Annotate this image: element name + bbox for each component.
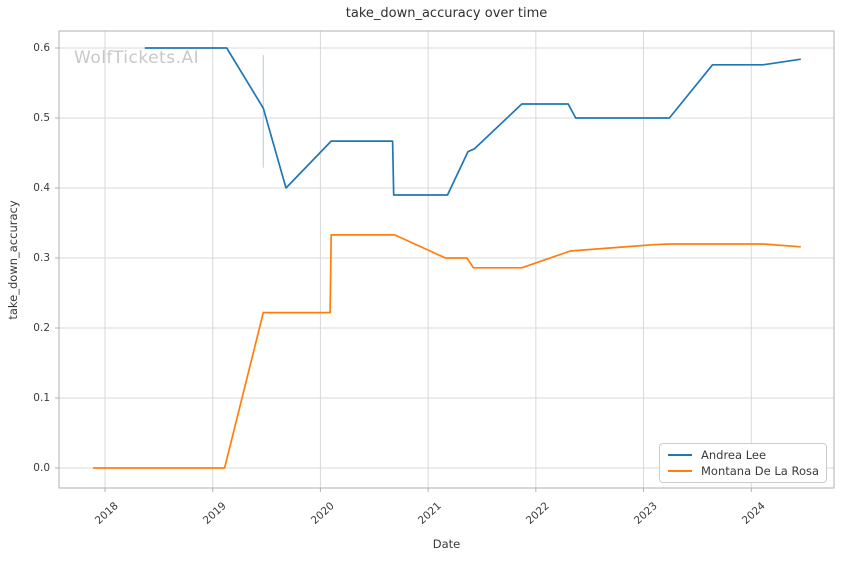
y-tick-label: 0.0 bbox=[33, 461, 50, 474]
y-tick-label: 0.1 bbox=[33, 391, 50, 404]
y-tick-label: 0.5 bbox=[33, 112, 50, 124]
series-line-andrea-lee bbox=[144, 47, 801, 196]
x-axis-label: Date bbox=[432, 537, 461, 551]
y-tick-label: 0.6 bbox=[33, 42, 50, 54]
legend: Andrea Lee Montana De La Rosa bbox=[659, 443, 827, 483]
legend-line-swatch-orange bbox=[668, 470, 692, 472]
legend-line-swatch-blue bbox=[668, 454, 692, 456]
chart-title: take_down_accuracy over time bbox=[345, 6, 548, 21]
plot-border bbox=[58, 30, 835, 489]
legend-label: Andrea Lee bbox=[701, 448, 767, 462]
legend-entry-andrea-lee: Andrea Lee bbox=[668, 447, 818, 463]
y-tick-label: 0.4 bbox=[33, 181, 50, 194]
y-tick-label: 0.2 bbox=[33, 321, 50, 334]
legend-label: Montana De La Rosa bbox=[701, 464, 820, 478]
series-line-montana-de-la-rosa bbox=[93, 234, 801, 469]
y-tick-label: 0.3 bbox=[33, 251, 50, 264]
legend-entry-montana-de-la-rosa: Montana De La Rosa bbox=[668, 463, 820, 479]
